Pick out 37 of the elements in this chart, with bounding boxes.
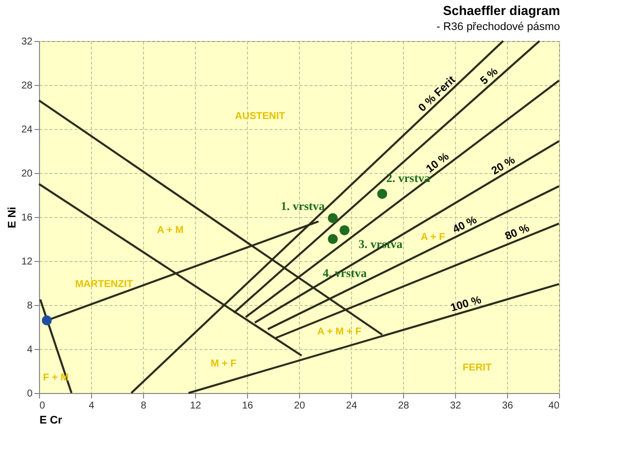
- y-axis-title: E Ni: [6, 206, 18, 228]
- y-tick-label: 12: [21, 256, 33, 268]
- y-tick-label: 20: [21, 168, 33, 180]
- annotation: MARTENZIT: [75, 279, 133, 290]
- x-tick-label: 4: [88, 400, 95, 412]
- x-tick-label: 8: [140, 400, 147, 412]
- annotation: A + M: [157, 225, 184, 236]
- y-tick-label: 24: [21, 124, 33, 136]
- y-tick-label: 8: [26, 300, 33, 312]
- y-tick-label: 32: [21, 36, 33, 48]
- annotation: 80 %: [504, 222, 532, 243]
- y-tick-label: 4: [26, 344, 33, 356]
- annotation: M + F: [210, 358, 237, 370]
- annotation: 40 %: [451, 214, 480, 236]
- x-tick-label: 12: [190, 400, 202, 412]
- x-tick-label: 0: [40, 400, 46, 412]
- x-tick-label: 24: [346, 400, 358, 412]
- chart-title: Schaeffler diagram: [442, 3, 560, 18]
- annotation: 100 %: [449, 294, 483, 314]
- x-tick-label: 32: [450, 400, 462, 412]
- x-tick-label: 36: [502, 400, 514, 412]
- annotation: A + F: [420, 232, 446, 243]
- annotation: FERIT: [462, 362, 492, 374]
- annotation: 1. vrstva: [280, 199, 325, 214]
- x-axis-title: E Cr: [40, 414, 63, 426]
- annotation: A + M + F: [317, 326, 362, 338]
- x-tick-label: 40: [548, 400, 560, 412]
- chart-subtitle: - R36 přechodové pásmo: [436, 21, 560, 33]
- y-tick-label: 28: [21, 80, 33, 92]
- x-tick-label: 16: [242, 400, 254, 412]
- y-tick-label: 16: [21, 212, 33, 224]
- x-tick-label: 28: [398, 400, 410, 412]
- annotation: 20 %: [490, 154, 518, 178]
- annotation: AUSTENIT: [235, 110, 285, 122]
- y-tick-label: 0: [26, 388, 33, 400]
- annotation: 5 %: [478, 66, 501, 88]
- x-tick-label: 20: [294, 400, 306, 412]
